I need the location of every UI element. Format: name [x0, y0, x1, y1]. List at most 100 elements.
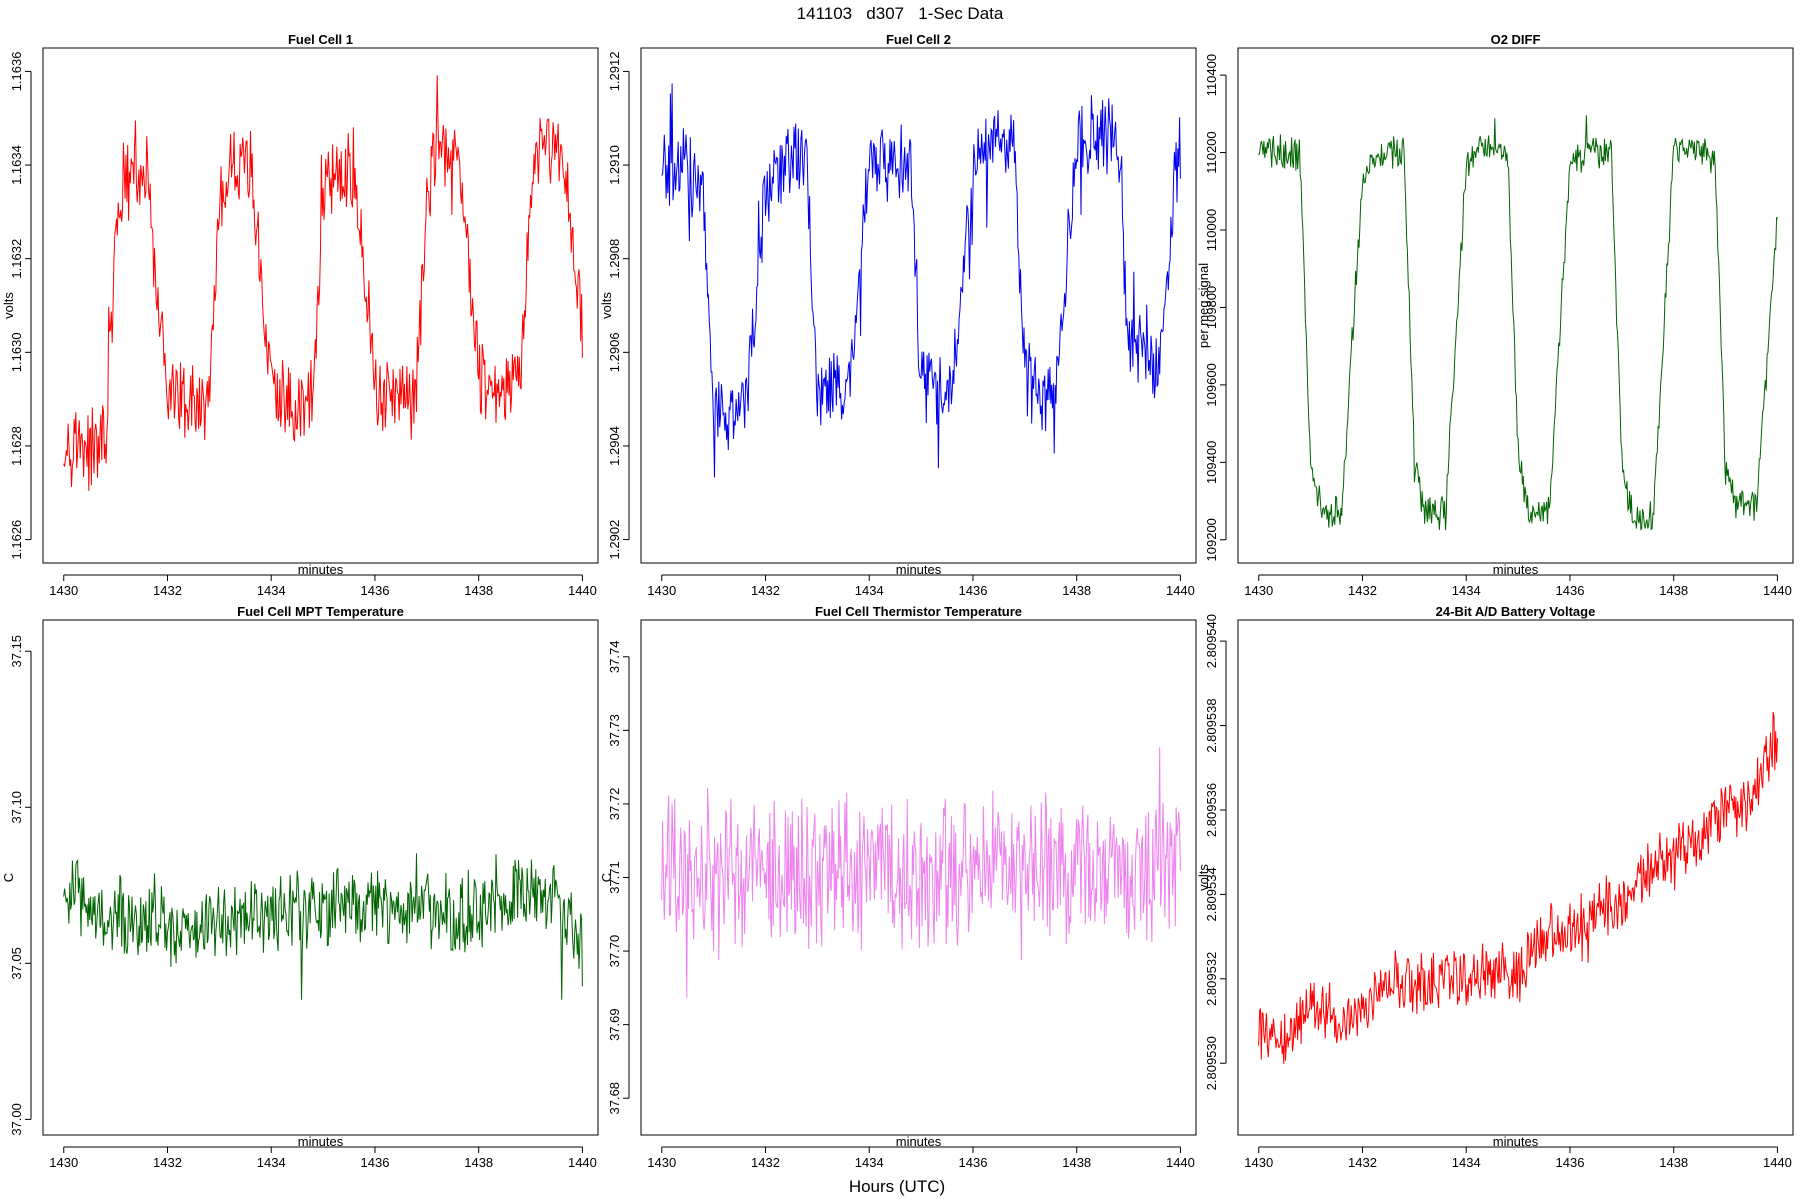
panel-3-y-tick-label: 110000: [1204, 209, 1219, 251]
panel-2-x-tick-label: 1430: [647, 583, 676, 598]
panel-1-plot-frame: [42, 47, 599, 564]
panel-1-ylabel: volts: [1, 292, 16, 319]
panel-6-y-tick-label: 2.809536: [1204, 783, 1219, 837]
panel-4-y-tick-label: 37.05: [9, 947, 24, 980]
panel-4-fuel-cell-mpt-temperature: Fuel Cell MPT Temperature 1430 1432 1434 143…: [1, 604, 599, 1170]
panel-4-ylabel: C: [1, 873, 16, 882]
panel-6-series-line-24-bit-a-d-battery-voltage: [1258, 711, 1778, 1065]
panel-5-x-tick-label: 1436: [959, 1155, 988, 1170]
panel-1-title: Fuel Cell 1: [288, 32, 353, 47]
panel-6-24-bit-a-d-battery-voltage: 24-Bit A/D Battery Voltage 1430 1432 1434 14…: [1196, 604, 1794, 1170]
panel-5-x-tick-label: 1438: [1062, 1155, 1091, 1170]
panel-5-x-tick-label: 1430: [647, 1155, 676, 1170]
panel-6-x-tick-label: 1436: [1556, 1155, 1585, 1170]
panel-6-y-tick-label: 2.809530: [1204, 1036, 1219, 1090]
panel-3-plot-frame: [1237, 47, 1794, 564]
panel-2-y-tick-label: 1.2904: [607, 426, 622, 466]
panel-2-y-tick-label: 1.2908: [607, 239, 622, 279]
panel-4-title: Fuel Cell MPT Temperature: [237, 604, 404, 619]
panel-5-y-tick-label: 37.72: [607, 788, 622, 821]
panel-6-xlabel: minutes: [1493, 1134, 1539, 1149]
panel-2-x-tick-label: 1434: [855, 583, 884, 598]
panel-5-series-line-fuel-cell-thermistor-temperature: [661, 747, 1181, 998]
panel-1-y-tick-label: 1.1636: [9, 52, 24, 92]
panel-6-x-tick-label: 1434: [1452, 1155, 1481, 1170]
panel-6-x-tick-label: 1438: [1659, 1155, 1688, 1170]
panel-2-y-tick-label: 1.2910: [607, 145, 622, 185]
panel-6-x-tick-label: 1430: [1244, 1155, 1273, 1170]
panels: Fuel Cell 1 1430 1432 1434 1436 1438 1440 minut…: [1, 32, 1794, 1170]
panel-2-title: Fuel Cell 2: [886, 32, 951, 47]
panel-4-y-tick-label: 37.15: [9, 635, 24, 668]
panel-2-xlabel: minutes: [896, 562, 942, 577]
panel-2-x-tick-label: 1432: [751, 583, 780, 598]
panel-1-y-tick-label: 1.1632: [9, 239, 24, 279]
panel-1-x-tick-label: 1434: [257, 583, 286, 598]
panel-4-x-tick-label: 1436: [361, 1155, 390, 1170]
panel-5-y-tick-label: 37.73: [607, 714, 622, 747]
panel-3-xlabel: minutes: [1493, 562, 1539, 577]
panel-1-fuel-cell-1: Fuel Cell 1 1430 1432 1434 1436 1438 1440 minut…: [1, 32, 599, 598]
panel-5-x-tick-label: 1434: [855, 1155, 884, 1170]
figure-xlabel: Hours (UTC): [849, 1177, 945, 1196]
panel-3-ylabel: per meg signal: [1196, 263, 1211, 348]
panel-5-plot-frame: [640, 619, 1197, 1136]
panel-2-y-tick-label: 1.2902: [607, 520, 622, 560]
panel-3-x-tick-label: 1434: [1452, 583, 1481, 598]
panel-3-y-tick-label: 109400: [1204, 441, 1219, 484]
panel-5-x-tick-label: 1432: [751, 1155, 780, 1170]
panel-3-series-line-o2-diff: [1258, 115, 1778, 531]
panel-5-xlabel: minutes: [896, 1134, 942, 1149]
panel-1-x-tick-label: 1432: [153, 583, 182, 598]
panel-5-y-tick-label: 37.71: [607, 861, 622, 894]
panel-3-x-tick-label: 1440: [1763, 583, 1792, 598]
panel-6-y-tick-label: 2.809534: [1204, 867, 1219, 921]
panel-6-plot-frame: [1237, 619, 1794, 1136]
panel-5-y-tick-label: 37.68: [607, 1082, 622, 1115]
panel-1-y-tick-label: 1.1626: [9, 520, 24, 560]
panel-5-title: Fuel Cell Thermistor Temperature: [815, 604, 1022, 619]
panel-2-series-line-fuel-cell-2: [661, 83, 1181, 478]
panel-6-x-tick-label: 1432: [1348, 1155, 1377, 1170]
panel-3-o2-diff: O2 DIFF 1430 1432 1434 1436 1438 1440 minutes 10…: [1196, 32, 1794, 598]
panel-2-plot-frame: [640, 47, 1197, 564]
panel-2-fuel-cell-2: Fuel Cell 2 1430 1432 1434 1436 1438 1440 minut…: [599, 32, 1197, 598]
panel-4-series-line-fuel-cell-mpt-temperature: [63, 853, 583, 1000]
panel-6-title: 24-Bit A/D Battery Voltage: [1436, 604, 1596, 619]
panel-3-y-tick-label: 109200: [1204, 518, 1219, 561]
panel-2-x-tick-label: 1440: [1166, 583, 1195, 598]
panel-6-y-tick-label: 2.809532: [1204, 952, 1219, 1006]
panel-4-x-tick-label: 1440: [568, 1155, 597, 1170]
panel-3-x-tick-label: 1436: [1556, 583, 1585, 598]
panel-1-series-line-fuel-cell-1: [63, 75, 583, 491]
panel-3-y-tick-label: 110400: [1204, 54, 1219, 96]
panel-4-plot-frame: [42, 619, 599, 1136]
panel-2-y-tick-label: 1.2912: [607, 52, 622, 92]
panel-5-y-tick-label: 37.70: [607, 935, 622, 968]
panel-4-y-tick-label: 37.00: [9, 1103, 24, 1136]
panel-3-y-tick-label: 109600: [1204, 363, 1219, 406]
panel-6-y-tick-label: 2.809540: [1204, 614, 1219, 668]
panel-6-x-tick-label: 1440: [1763, 1155, 1792, 1170]
panel-2-ylabel: volts: [599, 292, 614, 319]
panel-4-x-tick-label: 1432: [153, 1155, 182, 1170]
panel-1-x-tick-label: 1438: [464, 583, 493, 598]
panel-3-y-tick-label: 110200: [1204, 131, 1219, 173]
panel-3-x-tick-label: 1438: [1659, 583, 1688, 598]
panel-4-x-tick-label: 1430: [49, 1155, 78, 1170]
panel-4-x-tick-label: 1438: [464, 1155, 493, 1170]
panel-5-y-tick-label: 37.74: [607, 641, 622, 674]
panel-5-x-tick-label: 1440: [1166, 1155, 1195, 1170]
panel-2-y-tick-label: 1.2906: [607, 332, 622, 372]
panel-1-y-tick-label: 1.1634: [9, 145, 24, 185]
panel-2-x-tick-label: 1438: [1062, 583, 1091, 598]
panel-6-y-tick-label: 2.809538: [1204, 698, 1219, 752]
panel-3-x-tick-label: 1430: [1244, 583, 1273, 598]
panel-3-y-tick-label: 109800: [1204, 286, 1219, 329]
panel-3-x-tick-label: 1432: [1348, 583, 1377, 598]
panel-6-ylabel: volts: [1196, 864, 1211, 891]
panel-4-x-tick-label: 1434: [257, 1155, 286, 1170]
panel-1-xlabel: minutes: [298, 562, 344, 577]
